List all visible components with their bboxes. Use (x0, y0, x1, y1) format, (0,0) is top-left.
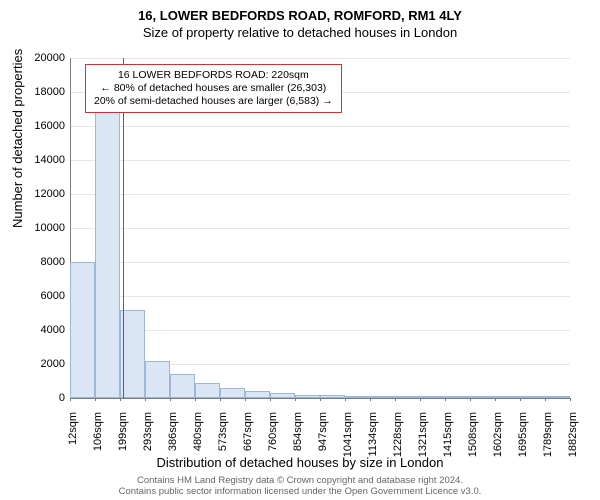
page-subtitle: Size of property relative to detached ho… (0, 23, 600, 40)
xtick (345, 398, 346, 401)
xaxis-title: Distribution of detached houses by size … (0, 455, 600, 470)
xtick (195, 398, 196, 401)
ytick-label: 10000 (5, 222, 65, 234)
footer: Contains HM Land Registry data © Crown c… (0, 476, 600, 498)
page-root: 16, LOWER BEDFORDS ROAD, ROMFORD, RM1 4L… (0, 0, 600, 500)
histogram-bar (445, 396, 470, 398)
histogram-bar (470, 396, 495, 398)
xtick (245, 398, 246, 401)
histogram-bar (145, 361, 170, 398)
xtick (220, 398, 221, 401)
xtick (395, 398, 396, 401)
xtick (470, 398, 471, 401)
histogram-bar (295, 395, 320, 398)
note-line-3: 20% of semi-detached houses are larger (… (94, 95, 333, 108)
histogram-bar (520, 396, 545, 398)
histogram-bar (370, 396, 395, 398)
histogram-bar (270, 393, 295, 398)
xtick (545, 398, 546, 401)
histogram-bar (220, 388, 245, 398)
footer-line-2: Contains public sector information licen… (0, 487, 600, 498)
xtick (145, 398, 146, 401)
xtick (120, 398, 121, 401)
histogram-bar (420, 396, 445, 398)
xtick (295, 398, 296, 401)
histogram-bar (545, 396, 570, 398)
page-title: 16, LOWER BEDFORDS ROAD, ROMFORD, RM1 4L… (0, 0, 600, 23)
ytick-label: 12000 (5, 188, 65, 200)
xtick (320, 398, 321, 401)
xtick (370, 398, 371, 401)
histogram-bar (395, 396, 420, 398)
xtick (570, 398, 571, 401)
histogram-bar (320, 395, 345, 398)
histogram-bar (95, 109, 120, 398)
ytick-label: 18000 (5, 86, 65, 98)
xtick (95, 398, 96, 401)
xtick (270, 398, 271, 401)
yaxis-title: Number of detached properties (10, 49, 25, 228)
ytick-label: 6000 (5, 290, 65, 302)
ytick-label: 0 (5, 392, 65, 404)
ytick-label: 2000 (5, 358, 65, 370)
histogram-bar (70, 262, 95, 398)
histogram-bar (195, 383, 220, 398)
annotation-box: 16 LOWER BEDFORDS ROAD: 220sqm ← 80% of … (85, 64, 342, 113)
ytick-label: 8000 (5, 256, 65, 268)
ytick-label: 14000 (5, 154, 65, 166)
xtick (520, 398, 521, 401)
xtick (495, 398, 496, 401)
histogram-bar (170, 374, 195, 398)
note-line-2: ← 80% of detached houses are smaller (26… (94, 82, 333, 95)
xtick (70, 398, 71, 401)
xtick (445, 398, 446, 401)
ytick-label: 16000 (5, 120, 65, 132)
ytick-label: 20000 (5, 52, 65, 64)
xtick (170, 398, 171, 401)
note-line-1: 16 LOWER BEDFORDS ROAD: 220sqm (94, 69, 333, 82)
ytick-label: 4000 (5, 324, 65, 336)
histogram-bar (245, 391, 270, 398)
histogram-bar (495, 396, 520, 398)
xtick (420, 398, 421, 401)
histogram-bar (345, 396, 370, 398)
